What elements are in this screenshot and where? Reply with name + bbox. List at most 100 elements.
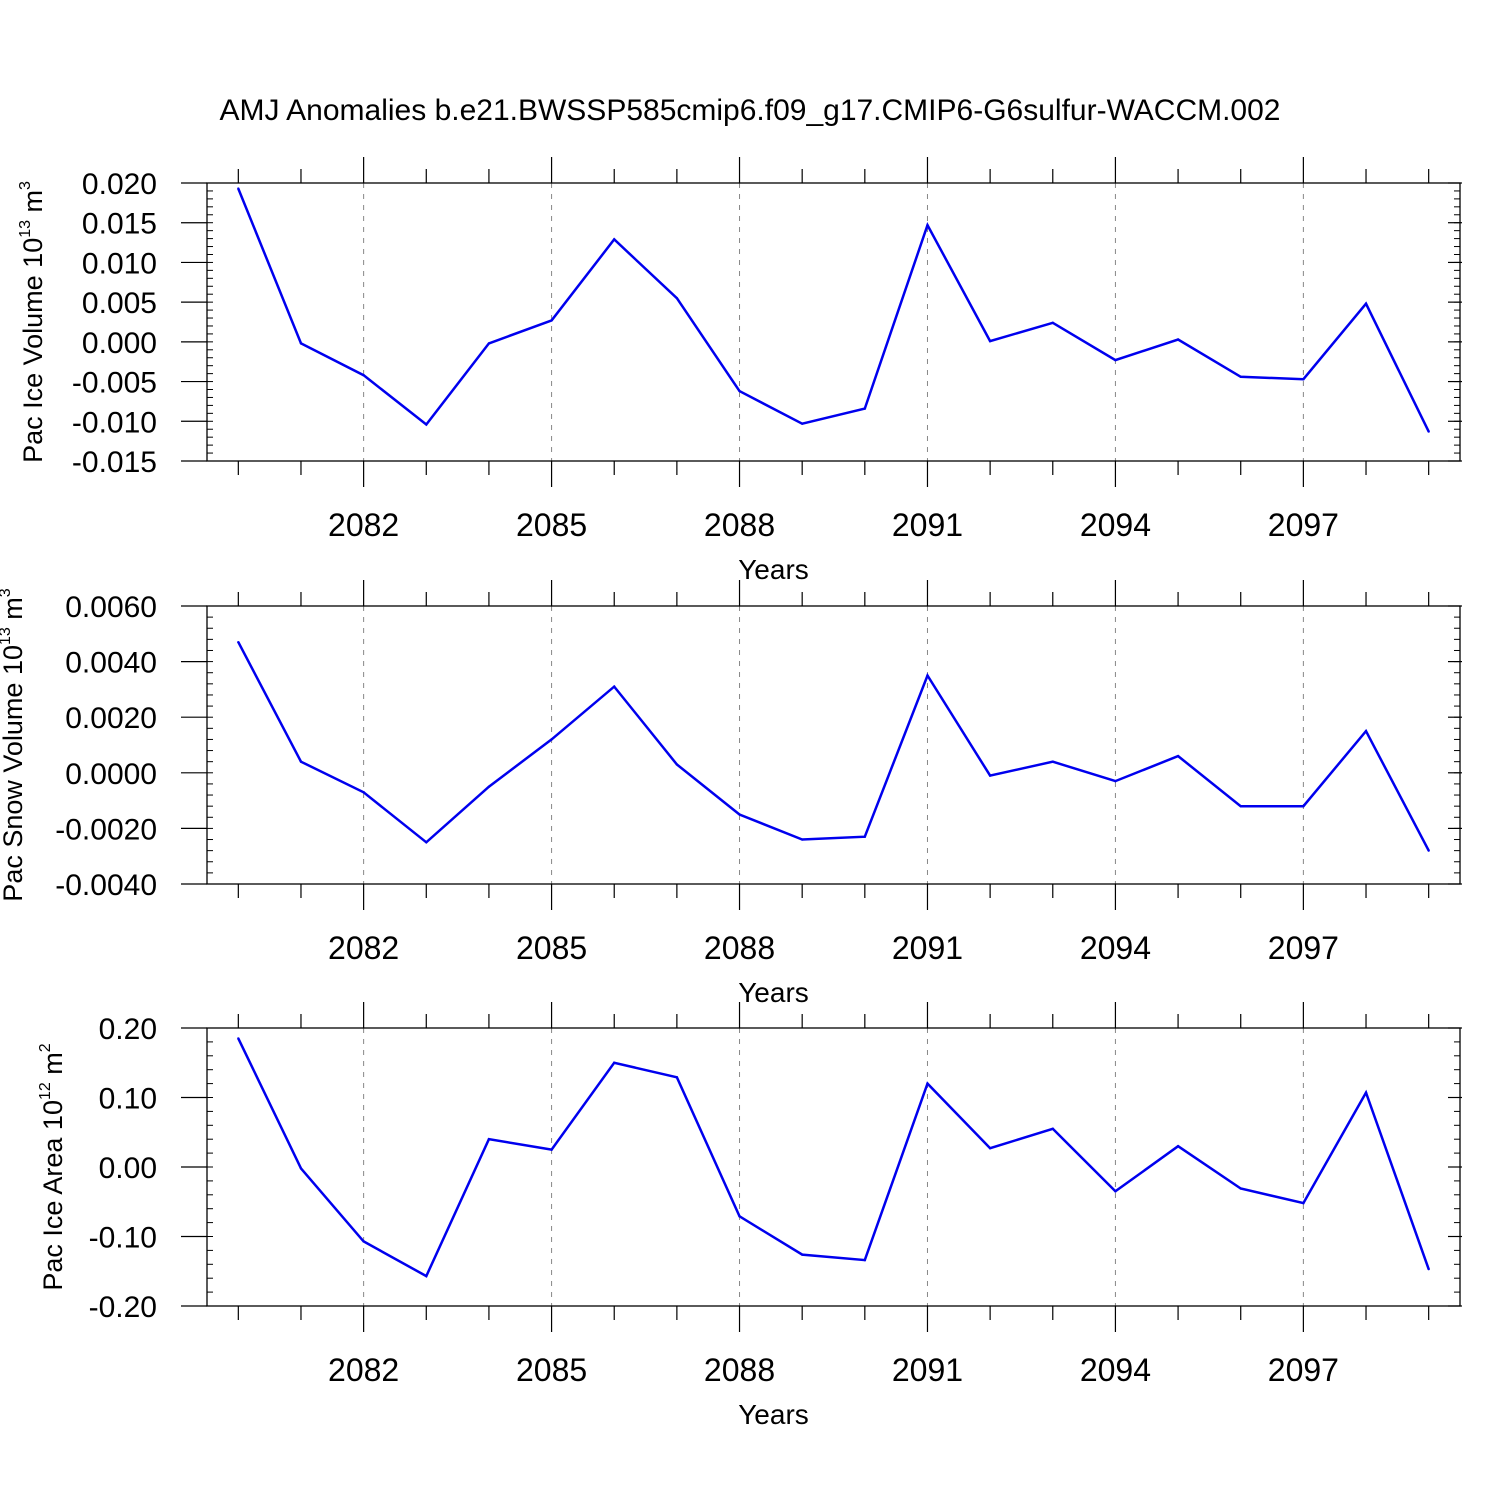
data-point	[1302, 804, 1305, 808]
data-point	[613, 238, 616, 241]
x-tick-label: 2094	[1080, 507, 1151, 543]
x-tick-label: 2085	[516, 507, 587, 543]
data-point	[738, 1215, 741, 1218]
x-axis-label: Years	[738, 977, 809, 1008]
x-tick-label: 2091	[892, 1352, 963, 1388]
data-point	[299, 760, 303, 763]
y-tick-label: 0.20	[99, 1013, 157, 1046]
data-point	[863, 835, 867, 838]
y-tick-label: 0.000	[82, 327, 157, 360]
y-axis-label-text: Pac Snow Volume 10	[0, 645, 28, 902]
data-point	[1051, 760, 1054, 763]
data-point	[800, 1253, 804, 1256]
data-point	[988, 339, 992, 343]
chart-title: AMJ Anomalies b.e21.BWSSP585cmip6.f09_g1…	[219, 94, 1280, 127]
data-point	[613, 1061, 616, 1064]
panel-3: 0.20 0.10 0.00 -0.10 -0.20 2082 2085 2088 2091 20…	[37, 1002, 1462, 1430]
data-point	[550, 1148, 553, 1151]
data-point	[237, 187, 240, 190]
data-point	[1364, 729, 1368, 733]
data-point	[1302, 377, 1305, 381]
data-point	[800, 422, 804, 425]
data-point	[1364, 1091, 1368, 1094]
x-tick-label: 2097	[1268, 507, 1339, 543]
data-point	[613, 685, 616, 688]
x-axis-label: Years	[738, 1399, 809, 1430]
y-axis-label-superscript: 12	[37, 1082, 54, 1100]
panels: 0.020 0.015 0.010 0.005 0.000 -0.005 -0.010 -0.…	[0, 157, 1462, 1430]
x-tick-label: 2088	[704, 1352, 775, 1388]
x-tick-label: 2091	[892, 507, 963, 543]
data-point	[1114, 779, 1117, 783]
y-axis-label-superscript: 2	[37, 1043, 54, 1052]
y-tick-label: 0.0040	[65, 647, 157, 680]
data-point	[988, 774, 992, 777]
panel-1: 0.020 0.015 0.010 0.005 0.000 -0.005 -0.010 -0.…	[17, 157, 1462, 585]
x-tick-label: 2094	[1080, 930, 1151, 966]
series-line	[237, 641, 1430, 852]
data-point	[738, 813, 741, 816]
y-tick-label: 0.015	[82, 208, 157, 241]
data-point	[550, 738, 553, 741]
y-tick-label: 0.010	[82, 247, 157, 280]
plot-frame	[206, 605, 1461, 885]
y-tick-label: -0.20	[89, 1291, 157, 1324]
x-tick-label: 2097	[1268, 930, 1339, 966]
y-axis-label-text: m	[38, 1052, 68, 1082]
data-point	[1302, 1201, 1305, 1205]
data-point	[1051, 321, 1054, 324]
y-tick-label: -0.0020	[55, 813, 157, 846]
x-tick-label: 2082	[328, 507, 399, 543]
data-point	[1176, 754, 1180, 758]
data-point	[299, 1167, 303, 1170]
data-point	[1427, 430, 1430, 433]
y-tick-label: 0.0020	[65, 702, 157, 735]
data-point	[299, 342, 303, 345]
y-tick-label: -0.10	[89, 1222, 157, 1255]
data-point	[425, 841, 428, 844]
data-point	[487, 342, 491, 345]
data-point	[926, 674, 929, 677]
data-point	[550, 319, 553, 322]
data-point	[1239, 375, 1242, 379]
plot-frame	[206, 182, 1461, 462]
y-axis-label-text: Pac Ice Area 10	[38, 1100, 68, 1291]
data-point	[1427, 849, 1430, 852]
y-tick-label: -0.010	[72, 406, 157, 439]
series-line	[237, 188, 1430, 433]
data-point	[362, 791, 365, 794]
x-tick-label: 2088	[704, 507, 775, 543]
data-point	[362, 1240, 365, 1243]
data-point	[425, 1274, 428, 1278]
y-tick-label: -0.0040	[55, 869, 157, 902]
data-point	[237, 640, 240, 644]
data-point	[738, 389, 741, 393]
data-point	[675, 763, 679, 766]
data-point	[863, 1258, 867, 1262]
x-tick-label: 2094	[1080, 1352, 1151, 1388]
data-point	[1051, 1127, 1054, 1130]
data-point	[425, 423, 428, 426]
series-line	[237, 1037, 1430, 1278]
data-point	[675, 296, 679, 300]
y-tick-label: 0.020	[82, 168, 157, 201]
y-tick-label: 0.0060	[65, 591, 157, 624]
y-axis-label-superscript: 13	[17, 220, 34, 238]
y-tick-label: 0.005	[82, 287, 157, 320]
y-axis-label: Pac Ice Area 1012 m2	[37, 1043, 68, 1290]
data-point	[988, 1147, 992, 1150]
data-point	[1239, 804, 1242, 808]
data-point	[487, 1138, 491, 1141]
y-axis-label: Pac Snow Volume 1013 m3	[0, 588, 28, 901]
data-point	[1239, 1187, 1242, 1190]
data-point	[1176, 338, 1180, 341]
y-axis-label-text: Pac Ice Volume 10	[18, 238, 48, 463]
data-point	[675, 1076, 679, 1079]
y-axis-label-superscript: 13	[0, 627, 14, 645]
data-point	[1114, 358, 1117, 362]
plot-frame	[206, 1027, 1461, 1307]
data-point	[237, 1037, 240, 1040]
x-tick-label: 2088	[704, 930, 775, 966]
y-tick-label: -0.015	[72, 446, 157, 479]
